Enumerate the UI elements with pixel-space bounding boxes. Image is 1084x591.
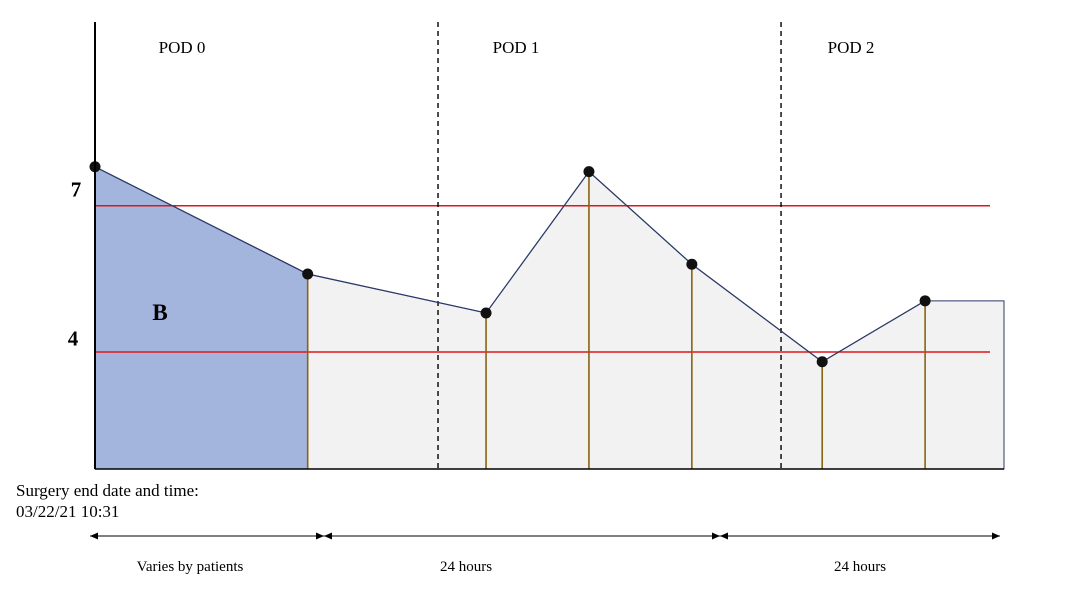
data-point-4 — [583, 166, 595, 178]
shaded-region-b — [94, 165, 309, 470]
duration-arrowhead-right-2 — [992, 532, 1000, 540]
duration-arrowhead-right-0 — [316, 532, 324, 540]
surgery-end-annotation: Surgery end date and time: 03/22/21 10:3… — [16, 480, 199, 522]
duration-arrowhead-left-1 — [324, 532, 332, 540]
period-label-pod-1: POD 1 — [492, 38, 540, 57]
surgery-end-title: Surgery end date and time: — [16, 481, 199, 500]
data-point-2 — [302, 268, 314, 280]
duration-label-pod-2: 24 hours — [833, 559, 887, 575]
period-label-pod-0: POD 0 — [158, 38, 206, 57]
duration-arrowhead-left-0 — [90, 532, 98, 540]
duration-label-pod-1: 24 hours — [439, 559, 493, 575]
duration-arrowhead-left-2 — [720, 532, 728, 540]
data-point-5 — [686, 258, 698, 270]
surgery-end-datetime: 03/22/21 10:31 — [16, 502, 120, 521]
y-tick-4: 4 — [67, 326, 79, 351]
data-point-7 — [919, 295, 931, 307]
duration-arrowhead-right-1 — [712, 532, 720, 540]
duration-label-pod-0: Varies by patients — [136, 559, 244, 575]
data-point-6 — [816, 356, 828, 368]
data-point-3 — [480, 307, 492, 319]
shaded-region-label: B — [152, 300, 168, 325]
y-tick-7: 7 — [70, 177, 82, 202]
period-label-pod-2: POD 2 — [827, 38, 875, 57]
